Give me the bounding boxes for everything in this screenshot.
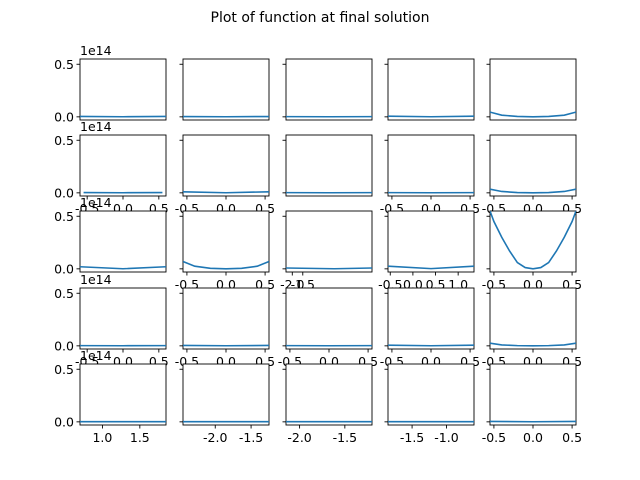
x-tick-label: 1.0 (92, 430, 112, 445)
subplot-r3-c2: -0.5 0.0 0.5 (175, 210, 275, 292)
subplot-r5-c2: -2.0 -1.5 (179, 363, 270, 445)
axes-frame (489, 58, 577, 121)
subplot-r5-c3: -2.0 -1.5 (282, 363, 373, 445)
y-tick-label: 0.5 (54, 209, 74, 224)
subplot-r1-c3 (282, 58, 373, 121)
axes-frame (79, 58, 167, 121)
x-tick-label: 0.0 (523, 430, 543, 445)
axes-frame (285, 210, 373, 273)
axes-frame (182, 58, 270, 121)
series-line (286, 267, 372, 270)
subplot-r3-c4: -0.5 0.0 0.5 1.0 (378, 210, 475, 292)
axes-frame (387, 363, 475, 426)
y-tick-label: 0.0 (54, 261, 74, 276)
axes-frame (387, 134, 475, 197)
figure-title: Plot of function at final solution (211, 10, 430, 26)
y-tick-label: 0.5 (54, 133, 74, 148)
y-offset-label: 1e14 (80, 348, 112, 363)
series-line (490, 211, 576, 270)
y-tick-label: 0.0 (54, 185, 74, 200)
axes-frame (79, 210, 167, 273)
subplot-r5-c1: 0.0 0.5 1e14 1.0 1.5 (54, 348, 167, 445)
axes-frame (285, 58, 373, 121)
y-tick-label: 0.0 (54, 414, 74, 429)
x-tick-label: -1.0 (434, 430, 458, 445)
subplot-r1-c5 (486, 58, 577, 121)
subplot-r4-c4: -0.5 0.0 0.5 (380, 287, 480, 369)
series-line (490, 111, 576, 118)
subplot-r3-c3: -2.0-1.5 (280, 210, 373, 292)
axes-frame (79, 287, 167, 350)
x-tick-label: -1.5 (239, 430, 263, 445)
y-tick-label: 0.0 (54, 109, 74, 124)
x-tick-label: -1.5 (333, 430, 357, 445)
subplot-r5-c5: -0.5 0.0 0.5 (482, 363, 582, 445)
subplot-r4-c5: -0.5 0.0 0.5 (482, 287, 582, 369)
axes-frame (182, 287, 270, 350)
subplot-r1-c2 (179, 58, 270, 121)
axes-frame (489, 134, 577, 197)
axes-frame (182, 363, 270, 426)
y-tick-label: 0.5 (54, 57, 74, 72)
x-tick-label: 1.5 (130, 430, 150, 445)
axes-frame (489, 363, 577, 426)
series-line (388, 265, 474, 270)
y-offset-label: 1e14 (80, 119, 112, 134)
x-tick-label: -2.0 (203, 430, 227, 445)
axes-frame (387, 58, 475, 121)
axes-frame (285, 287, 373, 350)
series-line (183, 260, 269, 270)
subplot-r5-c4: -1.5 -1.0 (384, 363, 475, 445)
series-line (490, 188, 576, 194)
axes-frame (182, 134, 270, 197)
y-tick-label: 0.5 (54, 362, 74, 377)
y-tick-label: 0.0 (54, 338, 74, 353)
axes-frame (387, 210, 475, 273)
axes-frame (285, 134, 373, 197)
axes-frame (489, 210, 577, 273)
axes-frame (489, 287, 577, 350)
series-line (490, 342, 576, 347)
series-line (183, 190, 269, 194)
series-line (80, 265, 166, 270)
y-offset-label: 1e14 (80, 272, 112, 287)
x-tick-label: -2.0 (287, 430, 311, 445)
subplot-r4-c2: -0.5 0.0 0.5 (175, 287, 275, 369)
x-tick-label: -1.5 (400, 430, 424, 445)
subplot-r2-c3 (282, 134, 373, 197)
subplot-r1-c4 (384, 58, 475, 121)
subplot-r3-c5: -0.5 0.0 0.5 (482, 210, 582, 292)
subplot-r2-c5: -0.5 0.0 0.5 (482, 134, 582, 216)
subplot-r1-c1: 0.0 0.5 1e14 (54, 43, 167, 124)
axes-frame (182, 210, 270, 273)
y-tick-label: 0.5 (54, 286, 74, 301)
axes-frame (79, 134, 167, 197)
subplot-r4-c3: -0.5 0.0 0.5 (278, 287, 378, 369)
subplot-r3-c1: 0.0 0.5 1e14 (54, 195, 167, 276)
axes-frame (387, 287, 475, 350)
y-offset-label: 1e14 (80, 195, 112, 210)
subplot-r2-c4: -0.5 0.0 0.5 (380, 134, 480, 216)
axes-frame (285, 363, 373, 426)
x-tick-label: -0.5 (482, 430, 506, 445)
y-offset-label: 1e14 (80, 43, 112, 58)
subplot-r2-c2: -0.5 0.0 0.5 (175, 134, 275, 216)
series-line (388, 115, 474, 118)
axes-frame (79, 363, 167, 426)
series-line (388, 344, 474, 347)
x-tick-label: 0.5 (562, 430, 582, 445)
